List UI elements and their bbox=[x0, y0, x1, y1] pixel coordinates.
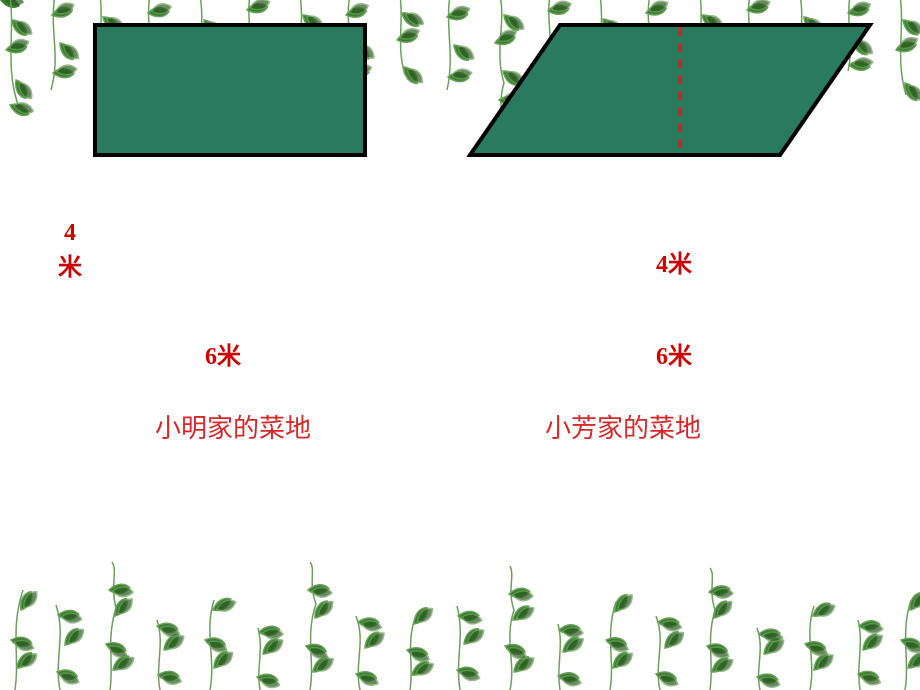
parallelogram-base-label: 6米 bbox=[656, 336, 692, 371]
vine-border-bottom bbox=[0, 550, 920, 690]
diagram-area: 4米 6米 小明家的菜地 4米 6米 小芳家的菜地 bbox=[0, 170, 920, 520]
parallelogram-caption: 小芳家的菜地 bbox=[545, 408, 701, 445]
parallelogram-shape bbox=[470, 25, 870, 155]
rectangle-base-label: 6米 bbox=[205, 336, 241, 371]
rectangle-caption: 小明家的菜地 bbox=[155, 408, 311, 445]
rectangle-height-label: 4米 bbox=[56, 220, 84, 282]
parallelogram-height-label: 4米 bbox=[656, 244, 692, 279]
rectangle-shape bbox=[95, 25, 365, 155]
